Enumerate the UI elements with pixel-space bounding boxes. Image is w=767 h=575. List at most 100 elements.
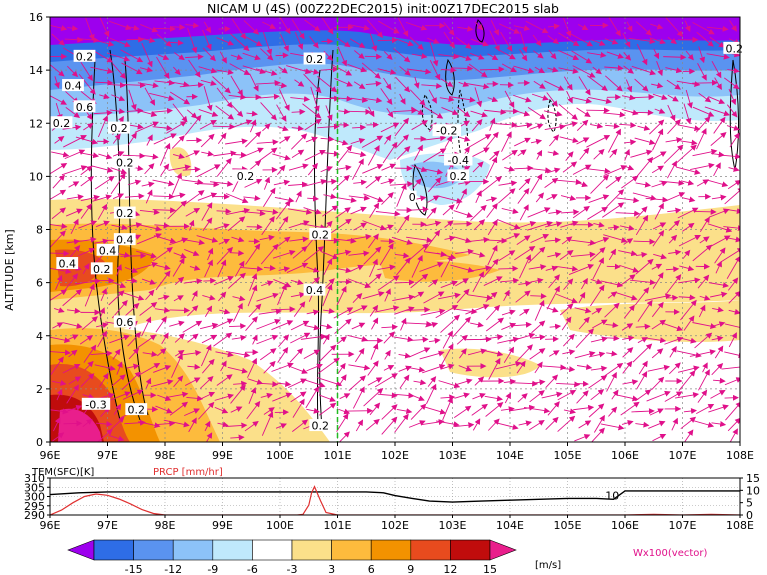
wind-vector	[384, 349, 391, 360]
wind-vector	[468, 63, 488, 78]
wind-vector	[278, 66, 288, 74]
wind-vector	[174, 276, 185, 286]
wind-vector	[216, 69, 234, 75]
wind-vector	[229, 323, 247, 330]
wind-vector	[181, 238, 205, 246]
wind-vector	[200, 322, 219, 330]
wind-vector	[303, 349, 321, 360]
wind-vector	[127, 331, 142, 347]
wind-vector	[347, 305, 368, 316]
wind-vector	[334, 139, 349, 146]
wind-vector	[78, 247, 96, 257]
wind-vector	[558, 32, 580, 47]
wind-vector	[559, 250, 574, 261]
wind-vector	[219, 308, 231, 315]
wind-vector	[276, 381, 292, 388]
wind-vector	[186, 395, 204, 402]
wind-vector	[63, 420, 83, 427]
wind-vector	[83, 123, 94, 131]
wind-vector	[81, 316, 98, 331]
wind-vector	[453, 210, 474, 218]
wind-vector	[171, 353, 183, 378]
x-tick-label: 103E	[439, 449, 467, 462]
wind-vector	[141, 316, 152, 337]
sub-right-tick-label: 15	[746, 472, 760, 485]
wind-vector	[484, 109, 507, 115]
wind-vector	[65, 208, 83, 217]
wind-vector	[122, 152, 146, 159]
wind-vector	[50, 163, 68, 175]
wind-vector	[487, 96, 499, 103]
wind-vector	[233, 151, 247, 158]
wind-vector	[347, 334, 369, 342]
wind-vector	[320, 251, 339, 260]
wind-vector	[348, 375, 367, 391]
wind-vector	[574, 307, 592, 314]
wind-vector	[97, 203, 108, 220]
wind-vector	[322, 205, 339, 217]
wind-vector	[260, 48, 274, 61]
wind-vector	[424, 220, 442, 227]
wind-vector	[271, 306, 296, 313]
wind-vector	[409, 393, 425, 402]
wind-vector	[501, 322, 517, 331]
wind-vector	[381, 224, 394, 231]
wind-vector	[470, 204, 487, 221]
wind-vector	[485, 402, 504, 417]
wind-vector	[229, 250, 245, 257]
wind-vector	[291, 149, 305, 159]
wind-vector	[368, 106, 375, 118]
wind-vector	[350, 96, 369, 103]
vector-layer	[50, 17, 740, 442]
prcp-series-label: PRCP [mm/hr]	[153, 467, 223, 478]
wind-vector	[136, 250, 157, 259]
wind-vector	[547, 252, 562, 258]
wind-vector	[174, 350, 185, 357]
wind-vector	[366, 19, 384, 38]
wind-vector	[500, 406, 515, 413]
wind-vector	[231, 236, 245, 243]
wind-vector	[182, 350, 202, 356]
wind-vector	[423, 229, 441, 252]
wind-vector	[352, 158, 364, 180]
wind-vector	[316, 377, 343, 387]
wind-vector	[154, 79, 175, 86]
wind-vector	[213, 275, 234, 286]
wind-vector	[252, 334, 258, 345]
wind-vector	[275, 200, 291, 220]
wind-vector	[50, 267, 72, 275]
wind-vector	[109, 37, 131, 48]
wind-vector	[527, 221, 553, 231]
wind-vector	[504, 165, 516, 172]
wind-vector	[534, 66, 545, 74]
contour-label: 0.2	[116, 157, 134, 170]
wind-vector	[52, 432, 65, 442]
wind-vector	[191, 290, 198, 302]
wind-vector	[213, 150, 237, 157]
wind-vector	[548, 274, 560, 289]
wind-vector	[486, 202, 498, 218]
wind-vector	[517, 187, 530, 204]
wind-vector	[527, 106, 546, 120]
wind-vector	[578, 76, 591, 96]
wind-vector	[489, 150, 500, 161]
wind-vector	[444, 135, 453, 149]
sub-x-tick-label: 101E	[324, 519, 352, 532]
wind-vector	[135, 109, 158, 117]
y-axis-label: ALTITUDE [km]	[3, 229, 16, 310]
wind-vector	[137, 334, 157, 348]
wind-vector	[307, 195, 320, 202]
wind-vector	[109, 416, 125, 432]
wind-vector	[574, 351, 596, 359]
sub-right-tick-label: 5	[746, 497, 753, 510]
wind-vector	[303, 73, 322, 94]
wind-vector	[317, 357, 340, 374]
wind-vector	[51, 151, 70, 158]
wind-vector	[497, 188, 516, 204]
wind-vector	[411, 254, 423, 278]
wind-vector	[579, 147, 590, 160]
wind-vector	[152, 179, 175, 187]
wind-vector	[498, 180, 518, 187]
wind-vector	[80, 203, 92, 219]
wind-vector	[399, 66, 411, 76]
